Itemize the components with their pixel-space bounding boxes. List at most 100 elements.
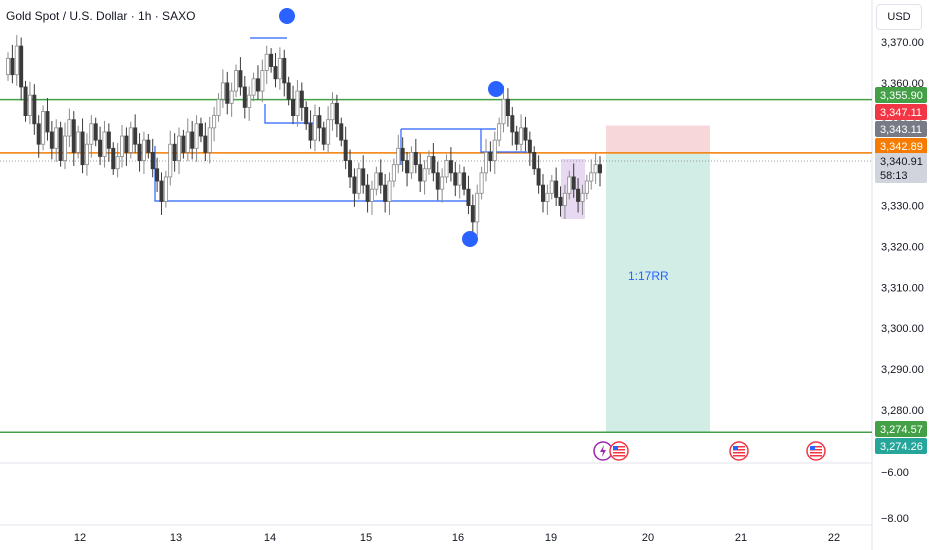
candle-body [488, 152, 493, 161]
candle-body [405, 160, 410, 174]
currency-button[interactable]: USD [876, 4, 922, 30]
time-axis: 12 13 14 15 16 19 20 21 22 [74, 532, 840, 544]
candle-body [334, 102, 339, 125]
candle-body [558, 196, 563, 206]
candle-body [141, 139, 146, 161]
candle-body [348, 160, 353, 178]
level-badge-bg [875, 421, 927, 437]
countdown-text: 58:13 [880, 170, 908, 182]
target-price-badge-text: 3,274.26 [880, 441, 923, 453]
candle-body [225, 82, 230, 104]
last-price-text: 3,340.91 [880, 156, 923, 168]
candle-body [295, 90, 300, 117]
candle-body [545, 192, 550, 202]
candle-body [111, 147, 116, 170]
candle-body [378, 172, 383, 186]
entry-price-badge-bg [875, 121, 927, 137]
candle-body [291, 98, 296, 117]
candle-body [23, 86, 28, 117]
candle-body [444, 160, 449, 178]
candle-body [580, 192, 585, 202]
candle-body [6, 57, 11, 76]
candle-body [527, 139, 532, 153]
candle-body [540, 184, 545, 202]
x-tick-label: 19 [545, 532, 557, 544]
take-profit-zone[interactable] [606, 152, 710, 433]
y-tick-label: 3,310.00 [881, 282, 924, 294]
candle-body [102, 131, 107, 157]
candle-body [514, 131, 519, 145]
candle-body [593, 164, 598, 174]
candle-body [255, 78, 260, 92]
us-flag-icon[interactable] [806, 441, 826, 461]
candle-body [352, 176, 357, 194]
candle-body [501, 98, 506, 125]
candle-body [418, 164, 423, 182]
x-tick-label: 16 [452, 532, 464, 544]
candle-body [299, 90, 304, 108]
level-badge-bg [875, 87, 927, 103]
us-flag-icon[interactable] [609, 441, 629, 461]
y-tick-label: 3,300.00 [881, 323, 924, 335]
candle-body [369, 188, 374, 202]
y-tick-label: 3,280.00 [881, 405, 924, 417]
candle-body [93, 123, 98, 141]
candle-body [177, 135, 182, 161]
candle-body [387, 180, 392, 202]
candle-body [457, 172, 462, 186]
candle-body [400, 147, 405, 161]
candle-body [260, 70, 265, 92]
us-flag-icon[interactable] [729, 441, 749, 461]
candle-body [181, 135, 186, 153]
structure-line [480, 129, 527, 153]
candle-body [163, 176, 168, 202]
stop-loss-zone[interactable] [606, 125, 710, 153]
x-tick-label: 15 [360, 532, 372, 544]
candle-body [282, 57, 287, 84]
y-tick-label: 3,370.00 [881, 37, 924, 49]
candle-body [49, 131, 54, 149]
candle-body [41, 111, 46, 145]
candle-body [32, 94, 37, 125]
candle-body [273, 66, 278, 80]
level-badge-bg [875, 138, 927, 154]
candle-body [589, 172, 594, 182]
y-tick-label: 3,290.00 [881, 364, 924, 376]
candle-body [567, 176, 572, 194]
candle-body [396, 147, 401, 166]
candle-body [277, 57, 282, 80]
candle-body [448, 160, 453, 174]
candle-body [536, 168, 541, 186]
candle-body [343, 139, 348, 161]
candle-body [36, 123, 41, 145]
event-markers [593, 441, 826, 461]
candle-body [483, 152, 488, 174]
candle-body [497, 123, 502, 141]
candle-body [321, 127, 326, 145]
candle-body [422, 168, 427, 182]
candle-body [120, 135, 125, 157]
candle-body [159, 180, 164, 202]
candle-body [194, 123, 199, 149]
swing-point-marker [488, 81, 504, 97]
candle-body [14, 45, 19, 76]
price-badges: 3,355.90 3,347.11 3,343.11 3,342.89 3,274.57… [875, 87, 927, 454]
candle-body [80, 131, 85, 166]
candle-body [598, 164, 603, 174]
candle-body [326, 119, 331, 145]
candle-body [440, 176, 445, 190]
candle-body [470, 205, 475, 223]
candlestick-series [6, 35, 603, 236]
indicator-tick-label: −8.00 [881, 513, 909, 525]
candle-body [479, 172, 484, 194]
indicator-tick-label: −6.00 [881, 467, 909, 479]
candle-body [330, 102, 335, 121]
candle-body [45, 111, 50, 133]
candle-body [554, 180, 559, 198]
candle-body [76, 131, 81, 153]
candle-body [185, 131, 190, 153]
candle-body [220, 82, 225, 100]
level-badge-text: 3,355.90 [880, 90, 923, 102]
candle-body [67, 119, 72, 137]
